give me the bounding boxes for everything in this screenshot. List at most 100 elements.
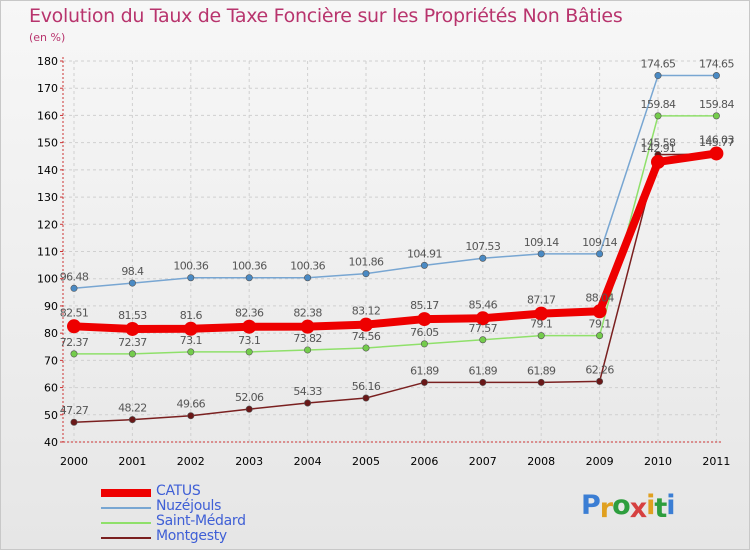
data-label-saint-medard: 73.1 — [238, 334, 260, 347]
data-label-catus: 146.03 — [699, 133, 734, 146]
data-point-montgesty — [187, 412, 195, 420]
y-tick-label: 170 — [37, 82, 58, 95]
data-label-montgesty: 61.89 — [410, 364, 439, 377]
data-label-montgesty: 54.33 — [293, 385, 322, 398]
data-point-nuzejouls — [537, 250, 545, 258]
data-point-nuzejouls — [479, 254, 487, 262]
brand-logo: Proxiti — [581, 490, 676, 524]
y-tick-label: 110 — [37, 246, 58, 259]
chart-title: Evolution du Taux de Taxe Foncière sur l… — [29, 5, 623, 27]
data-label-nuzejouls: 98.4 — [121, 265, 144, 278]
data-point-catus — [183, 321, 198, 336]
data-point-montgesty — [362, 394, 370, 402]
legend-swatch — [101, 522, 151, 524]
data-label-catus: 81.53 — [118, 309, 147, 322]
grid — [63, 60, 723, 443]
series-line-montgesty — [73, 153, 718, 423]
data-label-montgesty: 48.22 — [118, 402, 147, 415]
data-label-nuzejouls: 174.65 — [699, 58, 734, 71]
data-label-montgesty: 61.89 — [527, 364, 556, 377]
y-tick-label: 150 — [37, 137, 58, 150]
data-point-nuzejouls — [654, 72, 662, 80]
legend-swatch — [101, 507, 151, 509]
data-point-saint-medard — [654, 112, 662, 120]
logo-letter: i — [666, 490, 675, 521]
y-tick-label: 140 — [37, 164, 58, 177]
data-label-nuzejouls: 174.65 — [641, 58, 676, 71]
data-label-saint-medard: 79.1 — [530, 318, 552, 331]
data-label-nuzejouls: 100.36 — [173, 260, 208, 273]
data-point-montgesty — [304, 399, 312, 407]
data-point-catus — [300, 319, 315, 334]
data-point-nuzejouls — [70, 284, 78, 292]
x-tick-label: 2008 — [527, 455, 555, 468]
data-label-saint-medard: 79.1 — [589, 318, 611, 331]
data-point-catus — [67, 319, 81, 334]
logo-letter: t — [654, 493, 667, 524]
y-tick-label: 70 — [44, 354, 58, 367]
data-point-montgesty — [245, 405, 253, 413]
data-point-catus — [709, 146, 724, 161]
legend-label: CATUS — [156, 483, 201, 499]
data-label-catus: 142.91 — [641, 142, 676, 155]
data-label-saint-medard: 159.84 — [699, 98, 734, 111]
data-label-catus: 85.46 — [469, 298, 498, 311]
data-point-nuzejouls — [420, 261, 428, 269]
x-tick-label: 2010 — [644, 455, 672, 468]
series-line-saint-medard — [73, 115, 718, 355]
data-point-nuzejouls — [596, 250, 604, 258]
y-tick-label: 160 — [37, 109, 58, 122]
unit-label: (en %) — [29, 31, 66, 44]
data-point-saint-medard — [70, 350, 78, 358]
data-point-saint-medard — [245, 348, 253, 356]
data-point-montgesty — [128, 416, 136, 424]
data-label-nuzejouls: 104.91 — [407, 247, 442, 260]
y-tick-label: 40 — [44, 436, 58, 449]
data-label-saint-medard: 77.57 — [469, 322, 498, 335]
x-tick-label: 2006 — [410, 455, 438, 468]
data-point-catus — [475, 311, 490, 326]
data-point-catus — [651, 154, 665, 169]
series-line-nuzejouls — [73, 74, 718, 290]
data-label-nuzejouls: 96.48 — [60, 270, 89, 283]
data-label-montgesty: 145.77 — [699, 136, 734, 149]
data-point-saint-medard — [479, 336, 487, 344]
data-point-saint-medard — [712, 112, 720, 120]
data-point-saint-medard — [596, 332, 604, 340]
data-point-saint-medard — [304, 346, 312, 354]
data-label-catus: 88.04 — [585, 291, 614, 304]
data-label-montgesty: 145.58 — [641, 137, 676, 150]
legend-swatch — [101, 537, 151, 539]
data-point-montgesty — [537, 378, 545, 386]
series-group — [67, 72, 724, 426]
x-tick-label: 2001 — [118, 455, 146, 468]
data-label-nuzejouls: 100.36 — [232, 260, 267, 273]
x-tick-label: 2003 — [235, 455, 263, 468]
data-point-catus — [125, 321, 140, 336]
data-label-montgesty: 49.66 — [177, 398, 206, 411]
y-tick-label: 130 — [37, 191, 58, 204]
logo-letter: P — [581, 490, 601, 521]
legend-label: Nuzéjouls — [156, 498, 222, 514]
data-label-catus: 81.6 — [180, 309, 203, 322]
data-label-catus: 82.36 — [235, 307, 264, 320]
data-label-montgesty: 47.27 — [60, 404, 89, 417]
data-label-saint-medard: 73.82 — [293, 332, 322, 345]
x-tick-label: 2002 — [177, 455, 205, 468]
data-point-montgesty — [70, 418, 78, 426]
x-tick-label: 2011 — [702, 455, 730, 468]
data-label-catus: 85.17 — [410, 299, 439, 312]
data-label-nuzejouls: 109.14 — [524, 236, 559, 249]
data-label-saint-medard: 76.05 — [410, 326, 439, 339]
data-point-nuzejouls — [187, 274, 195, 282]
data-point-nuzejouls — [304, 274, 312, 282]
data-point-nuzejouls — [362, 270, 370, 278]
data-point-saint-medard — [128, 350, 136, 358]
y-tick-label: 80 — [44, 327, 58, 340]
data-label-nuzejouls: 101.86 — [349, 256, 384, 269]
data-point-catus — [242, 319, 257, 334]
data-label-saint-medard: 72.37 — [118, 336, 147, 349]
data-label-nuzejouls: 109.14 — [582, 236, 617, 249]
x-tick-label: 2009 — [586, 455, 614, 468]
